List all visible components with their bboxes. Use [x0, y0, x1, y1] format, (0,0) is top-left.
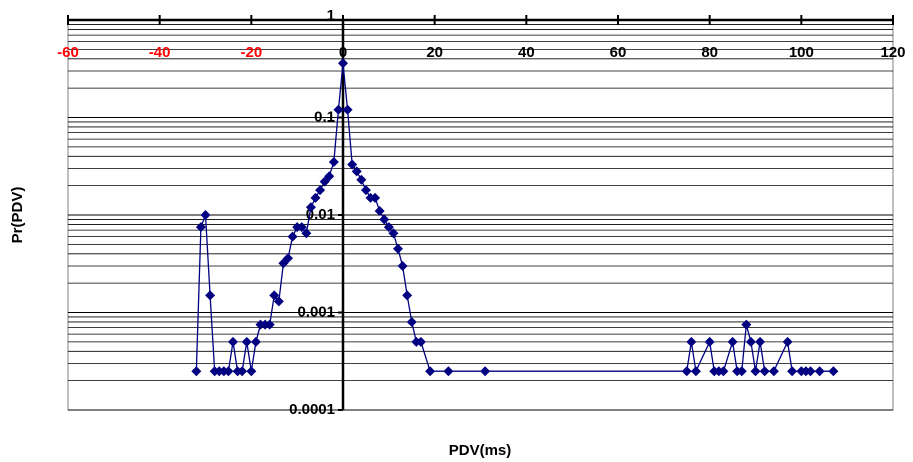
data-point	[690, 366, 701, 377]
data-point	[237, 366, 248, 377]
data-point	[402, 290, 413, 301]
data-point	[200, 210, 211, 220]
data-point	[782, 336, 793, 347]
data-point	[195, 222, 206, 233]
data-point	[191, 366, 202, 377]
data-point	[814, 366, 825, 377]
data-point	[296, 222, 307, 233]
data-point	[360, 185, 371, 196]
data-point	[787, 366, 798, 377]
data-point	[718, 366, 729, 377]
y-axis-title: Pr(PDV)	[9, 187, 26, 244]
data-point	[310, 192, 321, 203]
x-tick-label: 60	[610, 44, 627, 61]
data-point	[356, 174, 367, 185]
data-point	[750, 366, 761, 377]
data-point	[223, 366, 234, 377]
x-tick-label: 120	[880, 44, 905, 61]
data-point	[388, 228, 399, 239]
data-point	[241, 336, 252, 347]
data-point	[305, 202, 316, 213]
data-point	[269, 290, 280, 301]
data-point	[383, 222, 394, 233]
data-point	[287, 231, 298, 242]
data-point	[342, 104, 353, 115]
data-point	[755, 336, 766, 347]
x-axis-title: PDV(ms)	[449, 442, 512, 459]
x-tick-label: 20	[426, 44, 443, 61]
data-point	[741, 319, 752, 330]
data-point	[228, 336, 238, 347]
data-point	[347, 159, 358, 170]
x-tick-label: -40	[149, 44, 171, 61]
data-point	[283, 253, 293, 264]
x-tick-label: 0	[339, 44, 347, 61]
data-point	[480, 366, 491, 377]
data-point	[425, 366, 436, 377]
data-point	[406, 316, 417, 327]
data-point	[805, 366, 816, 377]
data-point	[759, 366, 770, 377]
data-point	[374, 205, 385, 216]
y-tick-label: 0.01	[306, 206, 335, 223]
data-point	[768, 366, 779, 377]
data-point	[736, 366, 747, 377]
data-point	[338, 58, 348, 69]
data-point	[681, 366, 692, 377]
data-point	[370, 192, 381, 203]
data-point	[686, 336, 697, 347]
data-point	[333, 104, 344, 115]
y-tick-label: 0.001	[297, 303, 335, 320]
x-tick-label: -60	[57, 44, 79, 61]
data-point	[393, 243, 403, 254]
data-point	[443, 366, 454, 377]
data-point	[273, 296, 284, 307]
series-line	[195, 63, 834, 374]
data-point	[328, 156, 339, 167]
x-tick-label: -20	[240, 44, 262, 61]
data-point	[745, 336, 756, 347]
data-point	[205, 290, 216, 301]
data-point	[828, 366, 839, 377]
data-point	[250, 336, 261, 347]
y-tick-label: 0.1	[314, 108, 335, 125]
data-point	[246, 366, 257, 377]
data-point	[415, 336, 426, 347]
data-point	[301, 228, 312, 239]
data-point	[324, 171, 335, 182]
data-point	[379, 214, 390, 225]
data-point	[397, 260, 408, 271]
data-point	[315, 185, 326, 196]
y-tick-label: 1	[327, 7, 335, 24]
data-point	[264, 319, 275, 330]
x-tick-label: 80	[701, 44, 718, 61]
data-point	[727, 336, 738, 347]
x-tick-label: 40	[518, 44, 535, 61]
data-point	[351, 166, 362, 177]
y-tick-label: 0.0001	[289, 401, 335, 418]
x-tick-label: 100	[789, 44, 814, 61]
data-point	[704, 336, 715, 347]
